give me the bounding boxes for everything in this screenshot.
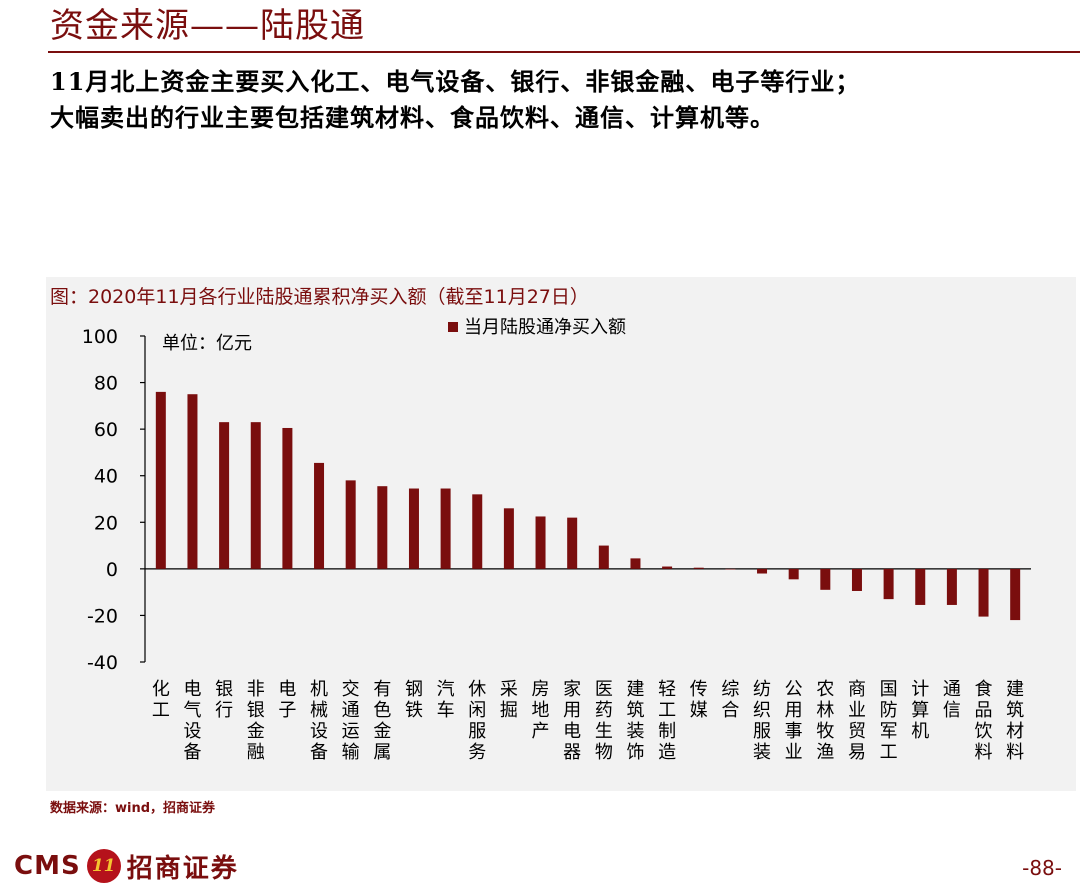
x-tick-label: 建筑装饰 xyxy=(626,679,644,763)
bar-18 xyxy=(693,567,704,569)
brand-logo: CMS 11 招商证券 xyxy=(14,846,239,886)
bar-13 xyxy=(535,516,546,569)
x-tick-label: 食品饮料 xyxy=(975,679,993,763)
y-tick-label: -40 xyxy=(87,652,118,674)
bar-14 xyxy=(567,517,578,569)
y-tick-label: 60 xyxy=(94,419,118,441)
x-tick-label: 家用电器 xyxy=(563,679,581,763)
x-tick-label: 交通运输 xyxy=(342,679,360,763)
bar-21 xyxy=(788,568,799,580)
bar-28 xyxy=(1010,568,1021,621)
bar-8 xyxy=(377,486,388,569)
x-tick-label: 房地产 xyxy=(532,679,550,742)
y-tick-label: 80 xyxy=(94,373,118,395)
y-tick-label: 0 xyxy=(106,559,118,581)
x-tick-label: 农林牧渔 xyxy=(816,679,834,763)
x-tick-label: 综合 xyxy=(721,679,739,721)
x-tick-label: 化工 xyxy=(152,679,170,721)
x-tick-label: 机械设备 xyxy=(310,679,328,763)
bar-9 xyxy=(408,488,419,569)
x-tick-label: 非银金融 xyxy=(247,679,265,763)
bar-22 xyxy=(820,568,831,590)
x-tick-label: 通信 xyxy=(943,679,961,721)
bar-7 xyxy=(345,480,356,569)
y-tick-label: 100 xyxy=(82,326,118,348)
x-tick-label: 商业贸易 xyxy=(848,679,866,763)
x-tick-label: 有色金属 xyxy=(373,679,391,763)
chart-panel: 图：2020年11月各行业陆股通累积净买入额（截至11月27日） 单位：亿元 当… xyxy=(46,277,1076,791)
bar-15 xyxy=(598,545,609,569)
bar-16 xyxy=(630,558,641,569)
x-tick-label: 电子 xyxy=(278,679,296,721)
legend-swatch xyxy=(448,322,458,332)
x-tick-label: 建筑材料 xyxy=(1006,679,1024,763)
x-tick-label: 医药生物 xyxy=(595,679,613,763)
bar-11 xyxy=(472,494,483,569)
x-tick-label: 钢铁 xyxy=(405,679,423,721)
title-divider xyxy=(48,51,1080,53)
bar-27 xyxy=(978,568,989,617)
y-tick-label: 20 xyxy=(94,512,118,534)
bar-19 xyxy=(725,568,736,570)
y-tick-label: -20 xyxy=(87,605,118,627)
bar-20 xyxy=(757,568,768,574)
page-number: -88- xyxy=(1022,856,1062,880)
bar-2 xyxy=(187,394,198,569)
bar-4 xyxy=(250,422,261,569)
bar-1 xyxy=(155,391,166,569)
legend-label: 当月陆股通净买入额 xyxy=(464,317,626,338)
x-tick-label: 轻工制造 xyxy=(658,679,676,763)
brand-name-cn: 招商证券 xyxy=(126,853,239,884)
bar-23 xyxy=(851,568,862,591)
chart-plot-area: 100 80 60 40 20 0 -20 -40 化工电气设备银行非银金融电子机械设备交通运输… xyxy=(82,326,1031,763)
y-tick-label: 40 xyxy=(94,466,118,488)
x-tick-label: 休闲服务 xyxy=(468,679,486,763)
x-tick-label: 纺织服装 xyxy=(753,679,771,763)
bar-5 xyxy=(282,427,293,569)
x-tick-label: 汽车 xyxy=(437,679,455,721)
x-tick-label: 公用事业 xyxy=(785,679,803,763)
x-tick-label: 国防军工 xyxy=(880,679,898,763)
summary-text: 11月北上资金主要买入化工、电气设备、银行、非银金融、电子等行业； 大幅卖出的行… xyxy=(50,64,1060,136)
x-tick-label: 计算机 xyxy=(911,679,929,742)
data-source: 数据来源：wind，招商证券 xyxy=(50,801,216,816)
bar-26 xyxy=(946,568,957,605)
x-tick-label: 银行 xyxy=(215,679,233,721)
summary-line-2: 大幅卖出的行业主要包括建筑材料、食品饮料、通信、计算机等。 xyxy=(50,103,775,132)
x-tick-label: 采掘 xyxy=(500,679,518,721)
x-tick-label: 电气设备 xyxy=(183,679,201,763)
bar-10 xyxy=(440,488,451,569)
page-title: 资金来源——陆股通 xyxy=(50,6,365,46)
bar-17 xyxy=(662,566,673,569)
bar-24 xyxy=(883,568,894,600)
chart-title: 图：2020年11月各行业陆股通累积净买入额（截至11月27日） xyxy=(50,286,589,308)
brand-cms-text: CMS xyxy=(14,851,81,881)
bar-chart: 图：2020年11月各行业陆股通累积净买入额（截至11月27日） 单位：亿元 当… xyxy=(50,286,1031,763)
bar-12 xyxy=(503,508,514,569)
brand-badge-icon: 11 xyxy=(86,849,121,883)
unit-label: 单位：亿元 xyxy=(162,333,252,354)
bar-25 xyxy=(915,568,926,605)
bar-3 xyxy=(219,422,230,569)
summary-line-1: 11月北上资金主要买入化工、电气设备、银行、非银金融、电子等行业； xyxy=(50,67,861,96)
x-tick-label: 传媒 xyxy=(690,679,708,721)
bar-6 xyxy=(314,462,325,569)
